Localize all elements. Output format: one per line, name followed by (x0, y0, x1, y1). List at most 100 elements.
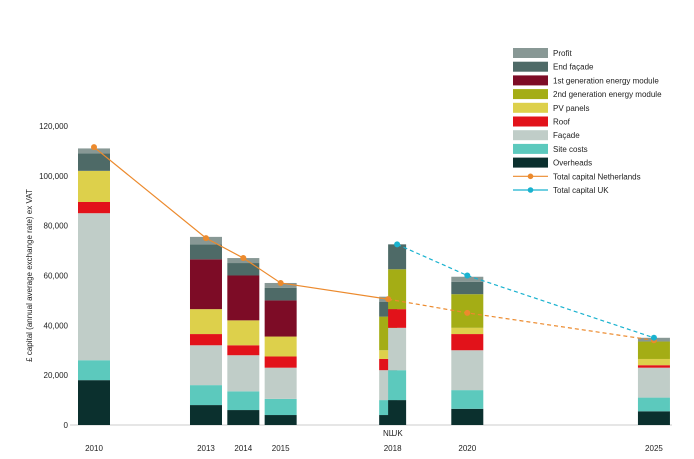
point-total-capital-netherlands (277, 279, 284, 286)
bar-segment-roof (78, 201, 110, 214)
bar-segment-roof (189, 334, 222, 346)
bar-segment-2nd-generation-energy-module (388, 269, 407, 310)
legend-label: 2nd generation energy module (553, 90, 662, 99)
bar-segment-end-fa-ade (388, 244, 407, 270)
bar-segment-roof (637, 365, 670, 368)
legend-label: Façade (553, 131, 580, 140)
y-tick-label: 20,000 (44, 371, 69, 380)
x-tick-label: 2015 (272, 444, 290, 453)
bar-segment-overheads (388, 400, 407, 425)
bar-segment-fa-ade (189, 345, 222, 386)
stacked-bar (78, 148, 110, 425)
bar-segment-site-costs (227, 391, 260, 411)
y-tick-label: 40,000 (44, 321, 69, 330)
x-tick-label: 2025 (645, 444, 663, 453)
bar-segment-end-fa-ade (264, 287, 297, 301)
stacked-bar (264, 282, 297, 425)
bar-segment-site-costs (451, 390, 484, 409)
bar-segment-site-costs (264, 398, 297, 416)
legend-item: Site costs (513, 143, 588, 154)
legend-item: End façade (513, 61, 594, 72)
legend-swatch (513, 75, 548, 86)
point-total-capital-netherlands (385, 296, 392, 303)
point-total-capital-uk (650, 334, 657, 341)
bar-segment-1st-generation-energy-module (264, 300, 297, 337)
legend-label: End façade (553, 63, 594, 72)
bar-label: UK (392, 429, 404, 438)
bar-segment-2nd-generation-energy-module (637, 341, 670, 359)
bar-segment-overheads (78, 380, 110, 425)
bar-segment-profit (78, 148, 110, 154)
legend: Profit End façade 1st generation energy mo… (513, 48, 662, 195)
y-tick-label: 0 (64, 421, 69, 430)
point-total-capital-uk (464, 272, 471, 279)
bar-segment-pv-panels (189, 309, 222, 335)
bar-segment-fa-ade (264, 367, 297, 399)
point-total-capital-netherlands (202, 235, 209, 242)
legend-item: Total capital Netherlands (513, 172, 641, 181)
legend-swatch (513, 102, 548, 113)
legend-swatch (513, 48, 548, 58)
point-total-capital-netherlands (240, 255, 247, 262)
stacked-bar (189, 236, 222, 425)
legend-item: 1st generation energy module (513, 75, 659, 86)
point-total-capital-uk (394, 241, 401, 248)
legend-label: 1st generation energy module (553, 76, 659, 85)
point-total-capital-netherlands (91, 144, 97, 151)
stacked-bar (637, 337, 670, 425)
legend-swatch (513, 157, 548, 168)
bar-segment-end-fa-ade (189, 244, 222, 260)
bar-segment-overheads (451, 408, 484, 425)
bar-segment-pv-panels (78, 170, 110, 202)
legend-swatch (513, 130, 548, 141)
legend-item: PV panels (513, 102, 589, 113)
bar-segment-site-costs (78, 360, 110, 381)
x-tick-label: 2014 (234, 444, 252, 453)
stacked-bar (451, 276, 484, 425)
bar-segment-profit (451, 276, 484, 282)
bar-segment-roof (227, 345, 260, 356)
bar-label: NL (383, 429, 394, 438)
bar-segment-1st-generation-energy-module (227, 275, 260, 321)
bar-segment-fa-ade (227, 355, 260, 392)
bar-segment-pv-panels (637, 358, 670, 366)
legend-label: Profit (553, 49, 572, 58)
bar-segment-roof (451, 334, 484, 351)
x-tick-label: 2018 (384, 444, 402, 453)
legend-item: Profit (513, 48, 572, 58)
bar-segment-site-costs (388, 370, 407, 401)
legend-marker (527, 187, 534, 193)
legend-item: Overheads (513, 157, 592, 168)
legend-swatch (513, 61, 548, 72)
bar-segment-site-costs (637, 397, 670, 412)
bar-segment-end-fa-ade (78, 153, 110, 171)
bar-segment-fa-ade (78, 213, 110, 361)
bar-segment-end-fa-ade (451, 281, 484, 295)
legend-marker (527, 173, 534, 180)
bar-segment-overheads (189, 405, 222, 425)
bar-segment-roof (264, 356, 297, 368)
y-tick-label: 120,000 (39, 122, 68, 131)
bar-segment-overheads (637, 411, 670, 425)
stacked-bar (227, 258, 260, 425)
legend-label: PV panels (553, 104, 589, 113)
bar-segment-end-fa-ade (227, 263, 260, 276)
legend-item: Roof (513, 116, 571, 127)
y-axis-title: £ capital (annual average exchange rate)… (25, 189, 34, 362)
bar-segment-pv-panels (264, 336, 297, 357)
legend-item: Façade (513, 130, 580, 141)
legend-label: Site costs (553, 145, 588, 154)
bar-segment-overheads (227, 410, 260, 425)
y-tick-label: 60,000 (44, 272, 69, 281)
x-tick-label: 2010 (85, 444, 103, 453)
bar-segment-fa-ade (451, 350, 484, 391)
y-axis-ticks: 0 20,000 40,000 60,000 80,000 100,000 120,000 (39, 122, 68, 430)
x-tick-label: 2013 (197, 444, 215, 453)
bar-segment-fa-ade (388, 327, 407, 371)
line-total-capital-netherlands-dashed (388, 298, 655, 341)
legend-swatch (513, 89, 548, 100)
bar-segment-1st-generation-energy-module (189, 259, 222, 310)
bars (78, 148, 670, 425)
